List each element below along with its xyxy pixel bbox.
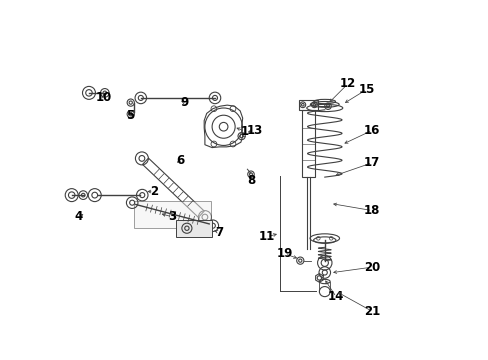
- Bar: [302, 110, 314, 177]
- Bar: [299, 100, 317, 110]
- Text: 10: 10: [95, 91, 111, 104]
- Text: 11: 11: [258, 230, 274, 243]
- Text: 16: 16: [364, 124, 380, 137]
- Text: 2: 2: [149, 185, 158, 198]
- Text: 5: 5: [125, 109, 134, 122]
- Text: 1: 1: [241, 125, 249, 138]
- Text: 3: 3: [167, 210, 176, 223]
- Text: 18: 18: [364, 204, 380, 217]
- Text: 8: 8: [246, 174, 255, 187]
- Text: 15: 15: [358, 83, 374, 96]
- FancyBboxPatch shape: [175, 220, 212, 237]
- Text: 4: 4: [74, 210, 82, 223]
- Text: 19: 19: [276, 247, 292, 260]
- Polygon shape: [133, 201, 211, 228]
- Text: 12: 12: [339, 77, 356, 90]
- Text: 20: 20: [364, 261, 380, 274]
- Text: 21: 21: [364, 305, 380, 318]
- Text: 6: 6: [176, 154, 184, 167]
- Text: 17: 17: [364, 156, 380, 169]
- Text: 7: 7: [215, 226, 223, 239]
- Text: 9: 9: [180, 96, 188, 109]
- Text: 13: 13: [246, 124, 262, 137]
- Text: 14: 14: [327, 291, 344, 303]
